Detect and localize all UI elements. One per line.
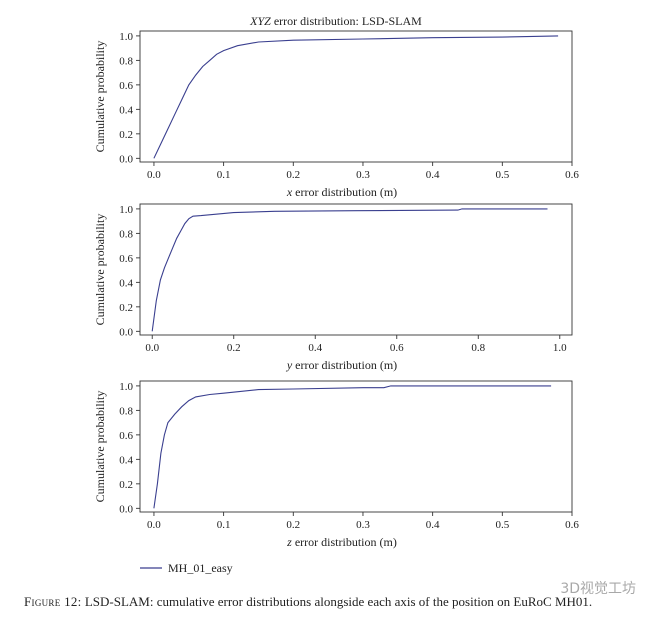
y-tick-label: 0.8 (119, 228, 133, 240)
y-tick-label: 0.6 (119, 430, 133, 442)
plot-frame (139, 30, 573, 163)
x-tick-label: 0.3 (356, 519, 370, 531)
x-tick-label: 0.0 (147, 169, 161, 181)
legend-label: MH_01_easy (168, 561, 233, 575)
series-line-mh01 (153, 35, 559, 159)
y-tick-label: 1.0 (119, 31, 133, 43)
x-tick-label: 0.6 (565, 169, 579, 181)
x-tick-label: 0.2 (227, 342, 241, 354)
chart-figure: 0.0 0.1 0.2 0.3 0.4 0.5 0.6 0.0 0.2 0.4 0.6 0.8 1.0 C… (93, 14, 579, 575)
plot-frame (139, 380, 573, 513)
x-tick-label: 0.4 (426, 519, 440, 531)
y-tick-label: 1.0 (119, 381, 133, 393)
y-tick-label: 0.4 (119, 277, 133, 289)
watermark: 3D视觉工坊 (558, 578, 638, 598)
y-tick-label: 0.6 (119, 80, 133, 92)
y-tick-label: 0.2 (119, 129, 133, 141)
y-axis-label: Cumulative probability (93, 214, 107, 326)
x-tick-label: 0.6 (565, 519, 579, 531)
y-axis-label: Cumulative probability (93, 391, 107, 503)
figure-caption-text: LSD-SLAM: cumulative error distributions… (84, 594, 593, 609)
figure-label: Figure 12: (24, 594, 82, 609)
subplot-2: 0.0 0.2 0.4 0.6 0.8 1.0 0.0 0.2 0.4 0.6 0.8 1.0 Cumu… (93, 203, 573, 372)
x-tick-label: 0.0 (147, 519, 161, 531)
y-tick-label: 0.6 (119, 253, 133, 265)
y-tick-label: 0.2 (119, 302, 133, 314)
x-tick-label: 0.4 (426, 169, 440, 181)
x-tick-label: 0.6 (390, 342, 404, 354)
y-tick-label: 0.2 (119, 479, 133, 491)
y-tick-label: 0.0 (119, 503, 133, 515)
figure-caption: Figure 12: LSD-SLAM: cumulative error di… (24, 594, 654, 610)
y-tick-label: 1.0 (119, 204, 133, 216)
x-tick-label: 0.1 (217, 169, 231, 181)
subplot-3: 0.0 0.1 0.2 0.3 0.4 0.5 0.6 0.0 0.2 0.4 0.6 0.8 1.0 C… (93, 380, 579, 549)
x-tick-label: 0.2 (286, 519, 300, 531)
x-tick-label: 0.3 (356, 169, 370, 181)
x-tick-label: 0.5 (495, 519, 509, 531)
x-tick-label: 0.4 (308, 342, 322, 354)
x-axis-label: z error distribution (m) (286, 535, 397, 549)
y-axis-label: Cumulative probability (93, 41, 107, 153)
subplot-1: 0.0 0.1 0.2 0.3 0.4 0.5 0.6 0.0 0.2 0.4 0.6 0.8 1.0 C… (93, 14, 579, 199)
x-tick-label: 1.0 (553, 342, 567, 354)
x-tick-label: 0.8 (471, 342, 485, 354)
y-tick-label: 0.4 (119, 104, 133, 116)
x-axis-label: y error distribution (m) (286, 358, 397, 372)
x-tick-label: 0.0 (145, 342, 159, 354)
x-tick-label: 0.1 (217, 519, 231, 531)
x-tick-label: 0.5 (495, 169, 509, 181)
series-line-mh01 (151, 208, 548, 332)
y-tick-label: 0.8 (119, 55, 133, 67)
y-tick-label: 0.0 (119, 153, 133, 165)
y-tick-label: 0.0 (119, 326, 133, 338)
y-tick-label: 0.4 (119, 454, 133, 466)
chart-title: XYZ error distribution: LSD-SLAM (249, 14, 422, 28)
legend: MH_01_easy (140, 561, 233, 575)
y-tick-label: 0.8 (119, 405, 133, 417)
plot-frame (139, 203, 573, 336)
x-axis-label: x error distribution (m) (286, 185, 397, 199)
x-tick-label: 0.2 (286, 169, 300, 181)
series-line-mh01 (153, 385, 552, 509)
